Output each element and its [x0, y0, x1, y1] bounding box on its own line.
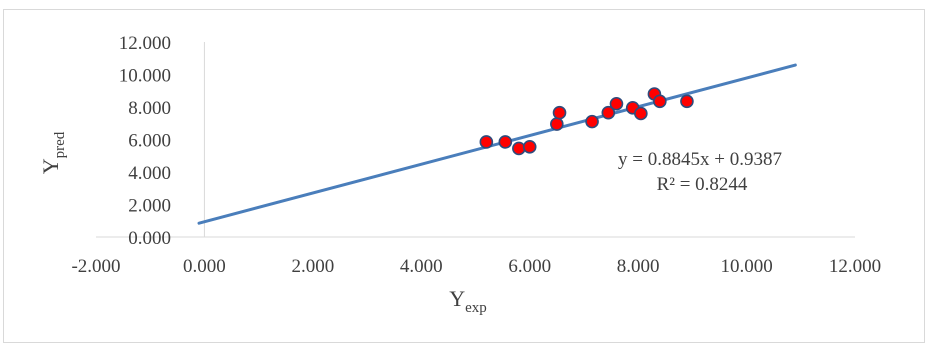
- x-tick-label: 0.000: [183, 256, 226, 277]
- x-axis-title-sub: exp: [465, 300, 487, 316]
- trendline: [197, 63, 797, 225]
- y-tick-label: 12.000: [119, 33, 171, 54]
- data-point: [634, 106, 648, 121]
- data-point: [609, 96, 624, 111]
- data-points: [479, 87, 694, 156]
- chart-frame: [3, 9, 925, 343]
- x-tick-label: 4.000: [400, 256, 443, 277]
- trendline-layer: [197, 63, 797, 225]
- x-tick-label: 12.000: [829, 256, 881, 277]
- data-point: [585, 114, 599, 129]
- x-tick-label: 6.000: [508, 256, 551, 277]
- y-tick-label: 2.000: [128, 196, 171, 217]
- axes: [96, 42, 855, 238]
- data-point: [522, 140, 537, 154]
- y-axis-title-sub: pred: [52, 131, 68, 158]
- data-point: [550, 117, 564, 131]
- y-tick-label: 8.000: [128, 98, 171, 119]
- data-point: [512, 141, 526, 156]
- data-point: [653, 94, 667, 109]
- x-axis-title: Yexp: [449, 286, 487, 316]
- y-axis-title-main: Y: [38, 158, 63, 174]
- x-tick-label: -2.000: [71, 256, 120, 277]
- trendline-equation: y = 0.8845x + 0.9387: [618, 149, 782, 170]
- data-point: [601, 105, 616, 120]
- data-point: [498, 135, 513, 149]
- data-point: [479, 135, 494, 149]
- y-tick-label: 10.000: [119, 66, 171, 87]
- data-point: [552, 105, 567, 120]
- x-tick-label: 2.000: [291, 256, 334, 277]
- trendline-r2: R² = 0.8244: [657, 174, 748, 195]
- tick-labels: -2.000 0.000 2.000 4.000 6.000 8.000 10.000 12.…: [71, 33, 881, 277]
- x-tick-label: 8.000: [617, 256, 660, 277]
- y-tick-label: 4.000: [128, 163, 171, 184]
- y-axis-title: Ypred: [38, 131, 68, 174]
- data-point: [680, 94, 694, 109]
- x-axis-title-main: Y: [449, 286, 465, 311]
- y-tick-label: 6.000: [128, 131, 171, 152]
- y-tick-label: 0.000: [128, 228, 171, 249]
- x-tick-label: 10.000: [720, 256, 772, 277]
